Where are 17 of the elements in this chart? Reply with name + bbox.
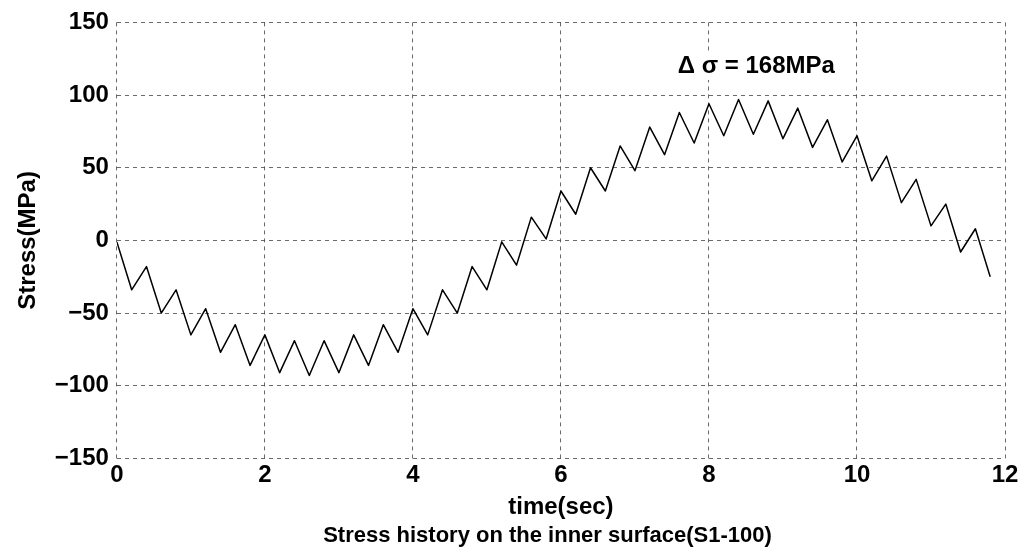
annotation: Δ σ = 168MPa	[677, 50, 836, 78]
y-tick-label: −100	[54, 370, 109, 398]
y-tick-label: 100	[68, 79, 109, 107]
x-tick-label: 10	[843, 460, 871, 488]
y-tick-label: 0	[95, 225, 109, 253]
x-tick-label: 4	[406, 460, 421, 488]
text: Stress history on the inner surface(S1-100)	[322, 522, 773, 548]
x-tick-label: 12	[991, 460, 1019, 488]
x-axis-title: time(sec)	[508, 492, 614, 520]
x-tick-label: 8	[702, 460, 716, 488]
x-tick-label: 2	[258, 460, 272, 488]
y-tick-label: −50	[68, 297, 109, 325]
y-tick-label: −150	[54, 443, 109, 471]
y-tick-label: 150	[68, 7, 109, 35]
x-tick-label: 6	[554, 460, 568, 488]
y-axis-title: Stress(MPa)	[13, 171, 41, 310]
y-tick-label: 50	[82, 152, 109, 180]
